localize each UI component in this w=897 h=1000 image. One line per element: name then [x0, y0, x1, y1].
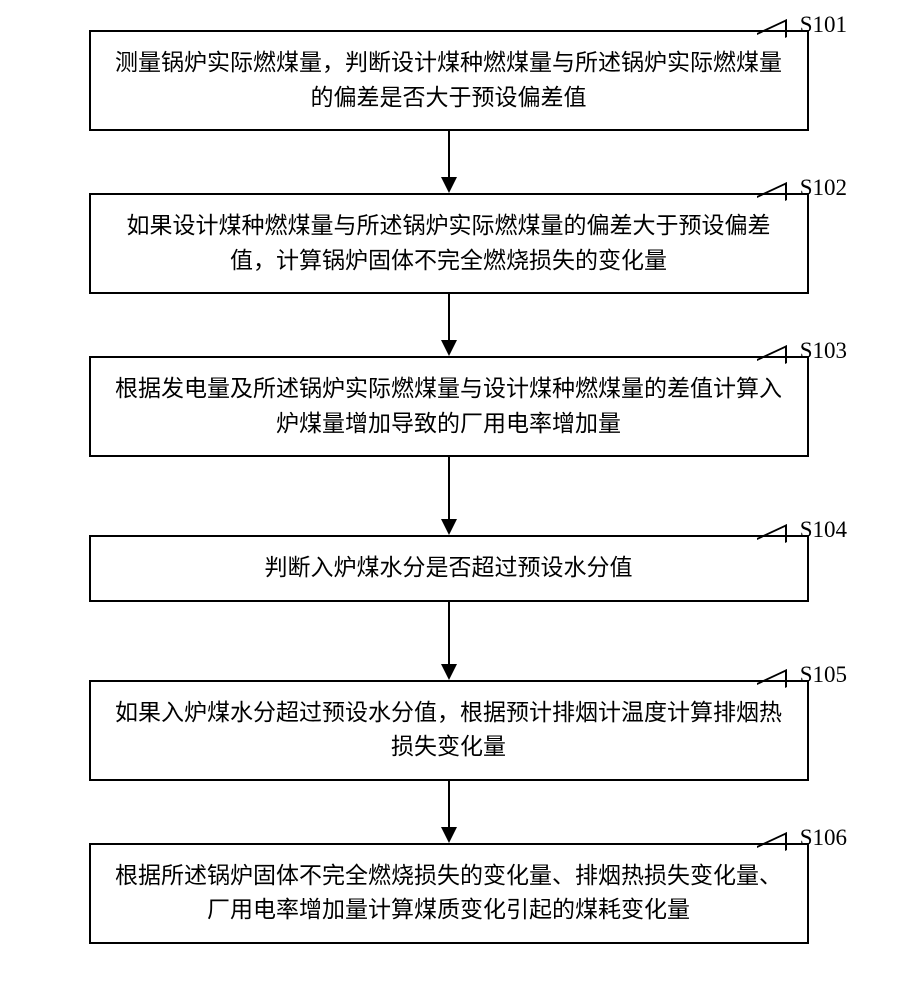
- step-label-s102: S102: [800, 175, 847, 201]
- step-label-s101: S101: [800, 12, 847, 38]
- arrow-down-icon: [434, 294, 464, 356]
- flowchart-container: 测量锅炉实际燃煤量，判断设计煤种燃煤量与所述锅炉实际燃煤量的偏差是否大于预设偏差…: [50, 30, 847, 944]
- step-box-s105: 如果入炉煤水分超过预设水分值，根据预计排烟计温度计算排烟热损失变化量: [89, 680, 809, 781]
- step-row: 如果入炉煤水分超过预设水分值，根据预计排烟计温度计算排烟热损失变化量 S105: [50, 680, 847, 781]
- step-label-s105: S105: [800, 662, 847, 688]
- step-box-s103: 根据发电量及所述锅炉实际燃煤量与设计煤种燃煤量的差值计算入炉煤量增加导致的厂用电…: [89, 356, 809, 457]
- step-row: 判断入炉煤水分是否超过预设水分值 S104: [50, 535, 847, 602]
- arrow-connector: [50, 602, 847, 680]
- step-box-s104: 判断入炉煤水分是否超过预设水分值: [89, 535, 809, 602]
- step-label-s103: S103: [800, 338, 847, 364]
- arrow-connector: [50, 294, 847, 356]
- arrow-down-icon: [434, 457, 464, 535]
- arrow-connector: [50, 131, 847, 193]
- step-box-s106: 根据所述锅炉固体不完全燃烧损失的变化量、排烟热损失变化量、厂用电率增加量计算煤质…: [89, 843, 809, 944]
- step-row: 测量锅炉实际燃煤量，判断设计煤种燃煤量与所述锅炉实际燃煤量的偏差是否大于预设偏差…: [50, 30, 847, 131]
- step-row: 根据发电量及所述锅炉实际燃煤量与设计煤种燃煤量的差值计算入炉煤量增加导致的厂用电…: [50, 356, 847, 457]
- arrow-connector: [50, 457, 847, 535]
- step-row: 根据所述锅炉固体不完全燃烧损失的变化量、排烟热损失变化量、厂用电率增加量计算煤质…: [50, 843, 847, 944]
- arrow-connector: [50, 781, 847, 843]
- step-box-s102: 如果设计煤种燃煤量与所述锅炉实际燃煤量的偏差大于预设偏差值，计算锅炉固体不完全燃…: [89, 193, 809, 294]
- step-box-s101: 测量锅炉实际燃煤量，判断设计煤种燃煤量与所述锅炉实际燃煤量的偏差是否大于预设偏差…: [89, 30, 809, 131]
- arrow-down-icon: [434, 131, 464, 193]
- step-label-s106: S106: [800, 825, 847, 851]
- arrow-down-icon: [434, 781, 464, 843]
- step-label-s104: S104: [800, 517, 847, 543]
- arrow-down-icon: [434, 602, 464, 680]
- step-row: 如果设计煤种燃煤量与所述锅炉实际燃煤量的偏差大于预设偏差值，计算锅炉固体不完全燃…: [50, 193, 847, 294]
